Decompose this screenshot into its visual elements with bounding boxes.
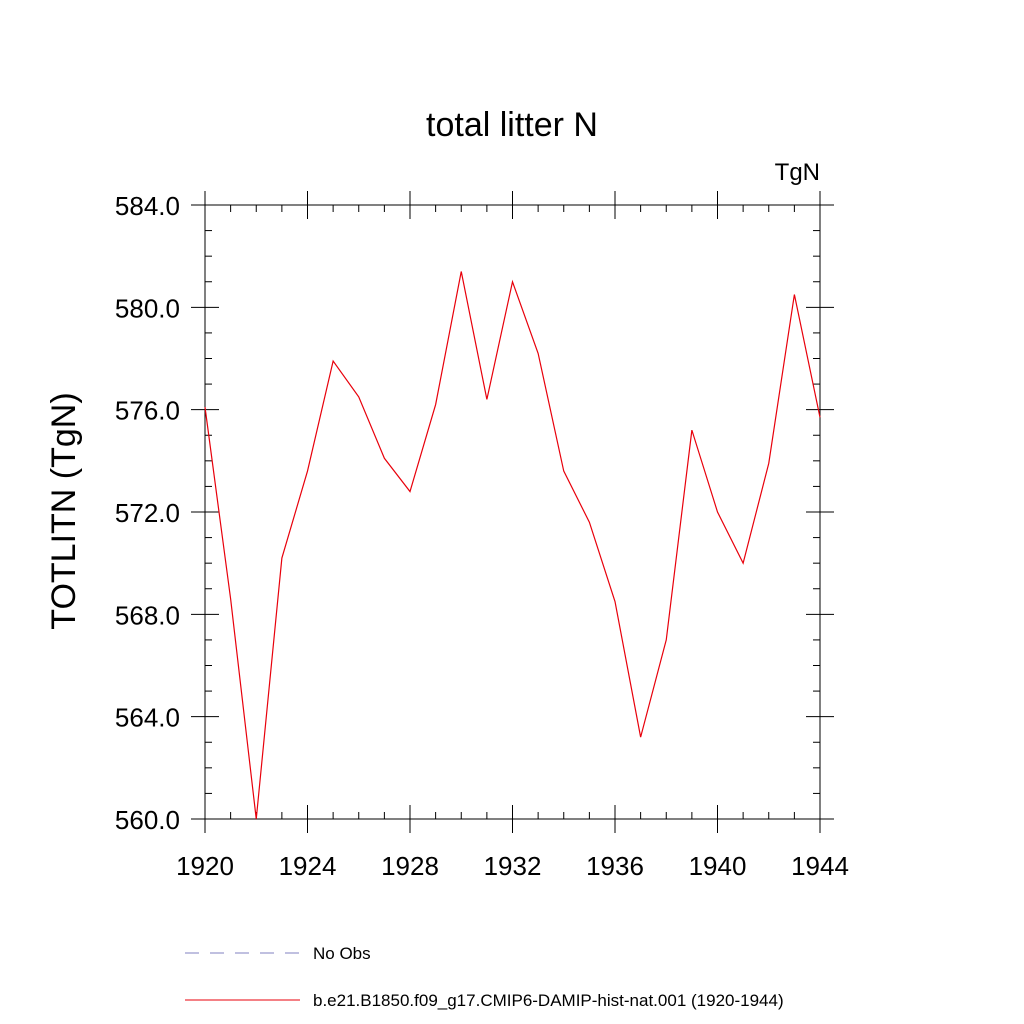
- legend-label-model: b.e21.B1850.f09_g17.CMIP6-DAMIP-hist-nat…: [313, 991, 784, 1010]
- y-tick-label: 572.0: [115, 498, 180, 528]
- x-tick-label: 1932: [484, 851, 542, 881]
- y-tick-label: 580.0: [115, 293, 180, 323]
- x-tick-label: 1944: [791, 851, 849, 881]
- chart-title: total litter N: [426, 106, 598, 144]
- x-axis-ticks: 1920 1924 1928 1932 1936 1940 1944: [176, 191, 849, 881]
- x-tick-label: 1920: [176, 851, 234, 881]
- series-layer: [204, 271, 821, 820]
- series-line-0: [204, 271, 821, 820]
- y-tick-label: 564.0: [115, 703, 180, 733]
- y-tick-label: 560.0: [115, 805, 180, 835]
- plot-frame: [204, 204, 821, 820]
- y-tick-label: 568.0: [115, 600, 180, 630]
- x-tick-label: 1936: [586, 851, 644, 881]
- x-tick-label: 1928: [381, 851, 439, 881]
- y-axis-ticks: 560.0 564.0 568.0 572.0 576.0 580.0 584.0: [115, 191, 834, 835]
- legend: No Obs b.e21.B1850.f09_g17.CMIP6-DAMIP-h…: [185, 944, 784, 1010]
- x-tick-label: 1924: [279, 851, 337, 881]
- y-tick-label: 584.0: [115, 191, 180, 221]
- y-tick-label: 576.0: [115, 396, 180, 426]
- y-axis-label: TOTLITN (TgN): [45, 392, 83, 629]
- legend-label-no-obs: No Obs: [313, 944, 371, 963]
- units-label: TgN: [775, 159, 820, 186]
- x-tick-label: 1940: [689, 851, 747, 881]
- minor-ticks: [205, 205, 820, 819]
